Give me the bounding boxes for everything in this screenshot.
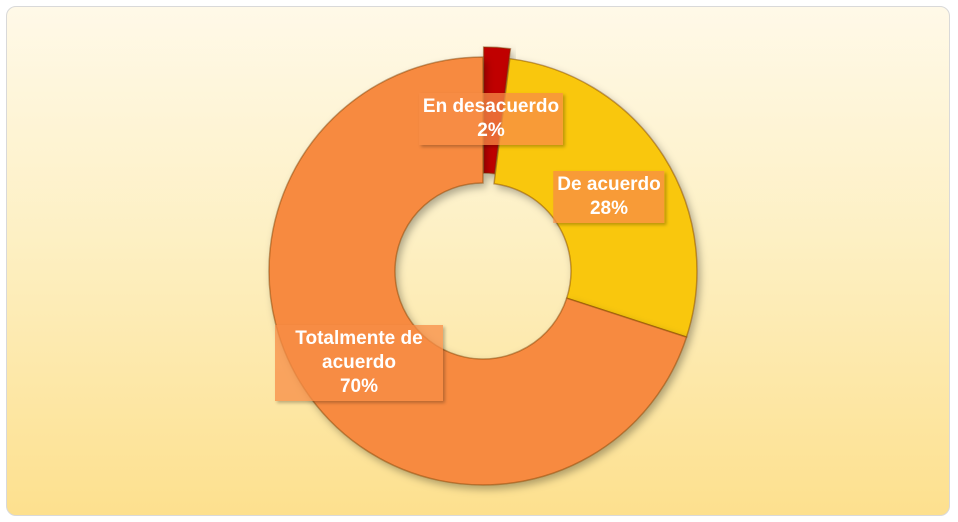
- data-label: En desacuerdo 2%: [418, 93, 564, 145]
- category-label: De acuerdo: [557, 174, 661, 195]
- data-label: Totalmente de acuerdo 70%: [275, 325, 443, 401]
- category-label: Totalmente de acuerdo: [295, 328, 423, 373]
- value-label: 2%: [477, 120, 505, 141]
- data-label: De acuerdo 28%: [553, 171, 665, 223]
- value-label: 70%: [339, 376, 379, 397]
- chart-area: En desacuerdo 2% De acuerdo 28% Totalmente d…: [6, 6, 950, 516]
- category-label: En desacuerdo: [422, 96, 560, 117]
- chart: [268, 46, 698, 486]
- value-label: 28%: [589, 198, 629, 219]
